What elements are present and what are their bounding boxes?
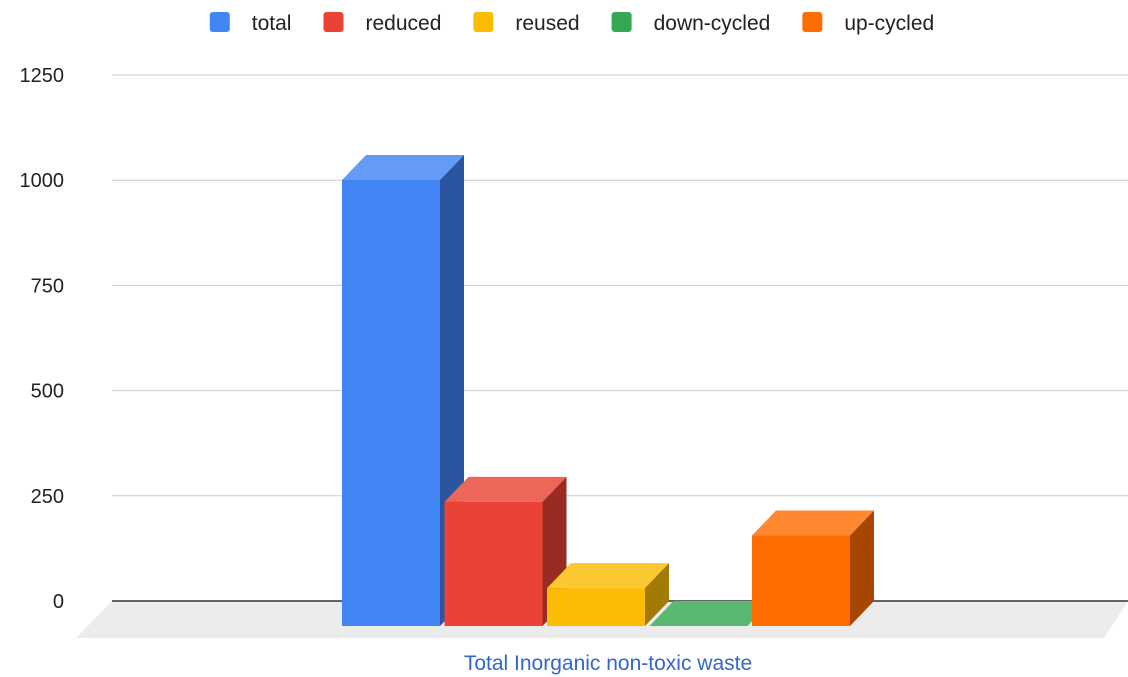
- x-axis: Total Inorganic non-toxic waste: [464, 652, 752, 675]
- bar-front-face: [547, 588, 645, 626]
- bar-top-face: [342, 154, 464, 180]
- y-tick-label: 250: [31, 486, 64, 508]
- legend-label: total: [252, 12, 292, 35]
- bar-down-cycled: [649, 601, 772, 626]
- legend-swatch: [611, 12, 632, 32]
- bar-front-face: [444, 501, 543, 626]
- x-category-label: Total Inorganic non-toxic waste: [464, 652, 752, 675]
- legend-label: up-cycled: [844, 12, 934, 35]
- bar-up-cycled: [752, 510, 874, 626]
- bar-top-face: [547, 563, 669, 589]
- legend-label: reused: [515, 12, 579, 35]
- bar-reduced: [444, 476, 567, 626]
- legend-swatch: [473, 12, 494, 32]
- y-tick-label: 750: [31, 275, 64, 297]
- legend-item-down-cycled[interactable]: down-cycled: [611, 12, 771, 35]
- legend-swatch: [209, 12, 230, 32]
- legend-label: reduced: [365, 12, 441, 35]
- y-tick-label: 1250: [20, 65, 65, 87]
- legend-swatch: [802, 12, 823, 32]
- legend-item-reused[interactable]: reused: [473, 12, 580, 35]
- bar-top-face: [649, 601, 772, 626]
- bar-front-face: [342, 179, 440, 626]
- bar-reused: [547, 563, 669, 626]
- y-tick-label: 1000: [20, 170, 65, 192]
- bar-front-face: [752, 535, 850, 626]
- gridlines: [112, 74, 1128, 497]
- y-tick-label: 500: [31, 381, 64, 403]
- legend-item-total[interactable]: total: [209, 12, 292, 35]
- legend-item-up-cycled[interactable]: up-cycled: [802, 12, 934, 35]
- bars: [342, 154, 874, 626]
- legend-swatch: [323, 12, 344, 32]
- legend-label: down-cycled: [654, 12, 771, 35]
- bar-side-face: [645, 563, 669, 626]
- y-tick-label: 0: [53, 591, 64, 613]
- y-axis: 0 250 500 750 1000 1250: [20, 65, 65, 613]
- bar-side-face: [850, 510, 874, 626]
- bar-total: [342, 154, 464, 626]
- bar-top-face: [444, 476, 567, 502]
- bar-top-face: [752, 510, 874, 536]
- legend: total reduced reused down-cycled up-cycled: [209, 12, 934, 35]
- legend-item-reduced[interactable]: reduced: [323, 12, 441, 35]
